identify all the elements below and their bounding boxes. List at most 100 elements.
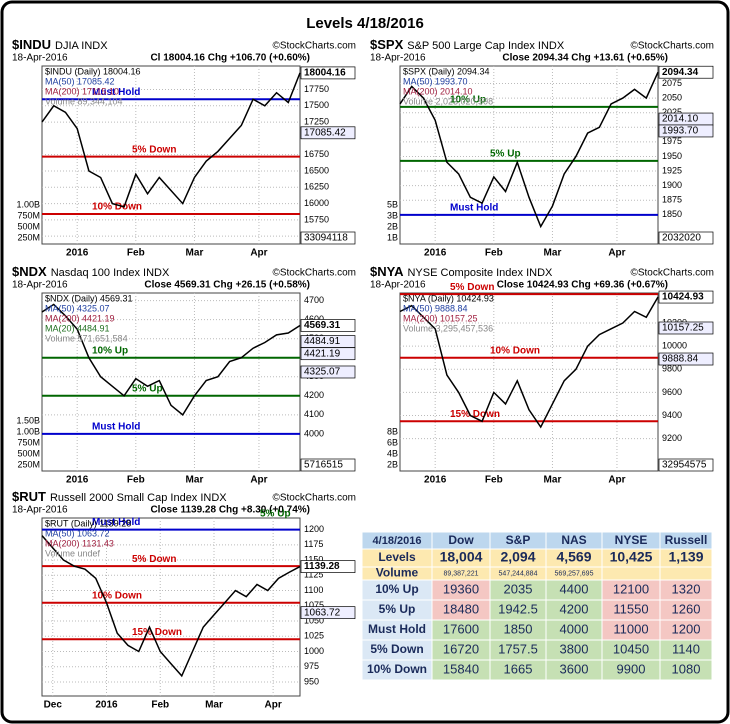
legend-entry: $NDX (Daily) 4569.31: [45, 293, 133, 303]
y-tick-label: 1925: [662, 165, 682, 175]
y-tick-label: 1150: [304, 554, 323, 564]
level-label: 5% Up: [132, 383, 163, 394]
volume-label: 4B: [387, 448, 398, 458]
x-tick-label: Feb: [485, 475, 503, 486]
volume-label: 2B: [387, 459, 398, 469]
volume-tag-label: 33094118: [304, 233, 348, 244]
table-value: 1850: [504, 621, 533, 636]
symbol: $INDU: [12, 37, 51, 52]
volume-tag: [300, 231, 356, 245]
value-tag: [658, 124, 714, 138]
y-tick-label: 1125: [304, 570, 323, 580]
volume-label: 250M: [17, 232, 40, 242]
volume-label: 5B: [387, 199, 398, 209]
value-tag: [300, 365, 356, 379]
y-tick-label: 4100: [304, 409, 324, 419]
legend-entry: $NYA (Daily) 10424.93: [403, 293, 494, 303]
y-tick-label: 1100: [304, 585, 323, 595]
source: ©StockCharts.com: [630, 268, 714, 279]
value-tag: [658, 290, 714, 304]
y-tick-label: 1025: [304, 631, 324, 641]
y-tick-label: 1000: [304, 646, 324, 656]
y-tick-label: 9200: [662, 433, 682, 443]
value-tag: [658, 65, 714, 79]
table-value: 17600: [443, 621, 479, 636]
symbol: $RUT: [12, 489, 46, 504]
x-tick-label: 2016: [95, 700, 118, 711]
value-tag-label: 4569.31: [304, 320, 341, 331]
table-header: S&P: [506, 533, 531, 547]
panel-header: $RUT Russell 2000 Small Cap Index INDX: [12, 489, 227, 504]
value-tag: [658, 352, 714, 366]
y-tick-label: 2025: [662, 107, 682, 117]
table-value: 1665: [504, 661, 533, 676]
panel-header: $NYA NYSE Composite Index INDX: [370, 264, 553, 279]
volume-label: 1.00B: [16, 199, 40, 209]
table-value: 1,139: [668, 549, 703, 565]
y-tick-label: 16750: [304, 149, 329, 159]
legend-entry: $SPX (Daily) 2094.34: [403, 66, 490, 76]
date: 18-Apr-2016: [12, 505, 68, 516]
x-tick-label: 2016: [66, 248, 89, 259]
description: NYSE Composite Index INDX: [407, 267, 553, 279]
legend-entry: MA(200) 10157.25: [403, 313, 478, 323]
table-value: 15840: [443, 661, 479, 676]
y-tick-label: 1875: [662, 195, 682, 205]
volume-label: 1.50B: [16, 415, 40, 425]
y-tick-label: 4000: [304, 428, 324, 438]
source: ©StockCharts.com: [272, 493, 356, 504]
table-cell: [601, 566, 661, 581]
volume-tag-label: 2032020: [662, 233, 701, 244]
table-value: 1757.5: [498, 641, 538, 656]
description: DJIA INDX: [55, 40, 108, 52]
x-tick-label: Mar: [544, 475, 562, 486]
legend-entry: MA(200) 17115.10: [45, 86, 119, 96]
volume-label: 500M: [17, 221, 40, 231]
value-tag-label: 2094.34: [662, 67, 699, 78]
table-value: 10450: [613, 641, 649, 656]
date: 18-Apr-2016: [12, 53, 68, 64]
table-value: 4000: [560, 621, 589, 636]
table-value: 4400: [560, 581, 589, 596]
legend-entry: MA(200) 4421.19: [45, 313, 115, 323]
value-tag-label: 4484.91: [304, 336, 341, 347]
quote: Close 10424.93 Chg +69.36 (+0.67%): [497, 280, 668, 291]
y-tick-label: 17750: [304, 84, 329, 94]
table-value: 9900: [617, 661, 646, 676]
y-tick-label: 17500: [304, 100, 329, 110]
table-value: 1200: [672, 621, 701, 636]
x-tick-label: Apr: [608, 248, 625, 259]
panel-header: $INDU DJIA INDX: [12, 37, 108, 52]
y-tick-label: 1950: [662, 151, 682, 161]
y-tick-label: 4600: [304, 314, 324, 324]
value-tag: [300, 347, 356, 361]
y-tick-label: 1900: [662, 180, 682, 190]
table-value: 11000: [613, 621, 648, 636]
value-tag-label: 10157.25: [662, 323, 704, 334]
level-label: 10% Up: [92, 345, 128, 356]
legend-entry: MA(50) 1063.72: [45, 528, 110, 538]
value-tag-label: 1063.72: [304, 607, 341, 618]
level-label: 10% Down: [92, 590, 142, 601]
page-title: Levels 4/18/2016: [306, 15, 424, 32]
level-label: 15% Down: [132, 627, 182, 638]
value-tag-label: 17085.42: [304, 127, 346, 138]
volume-tag: [300, 458, 356, 472]
table-value: 4200: [560, 601, 589, 616]
plot-area: [41, 292, 301, 472]
legend-entry: MA(200) 2014.10: [403, 86, 473, 96]
row-label: Levels: [378, 550, 416, 564]
y-tick-label: 15750: [304, 214, 329, 224]
description: S&P 500 Large Cap Index INDX: [407, 40, 565, 52]
legend-entry: MA(50) 4325.07: [45, 303, 110, 313]
level-label: Must Hold: [450, 202, 498, 213]
table-value: 2035: [504, 581, 533, 596]
y-tick-label: 16000: [304, 198, 329, 208]
y-tick-label: 4700: [304, 295, 324, 305]
description: Nasdaq 100 Index INDX: [51, 267, 170, 279]
table-header: 4/18/2016: [373, 535, 422, 547]
x-tick-label: Feb: [151, 700, 169, 711]
y-tick-label: 950: [304, 676, 319, 686]
value-tag-label: 4325.07: [304, 367, 341, 378]
